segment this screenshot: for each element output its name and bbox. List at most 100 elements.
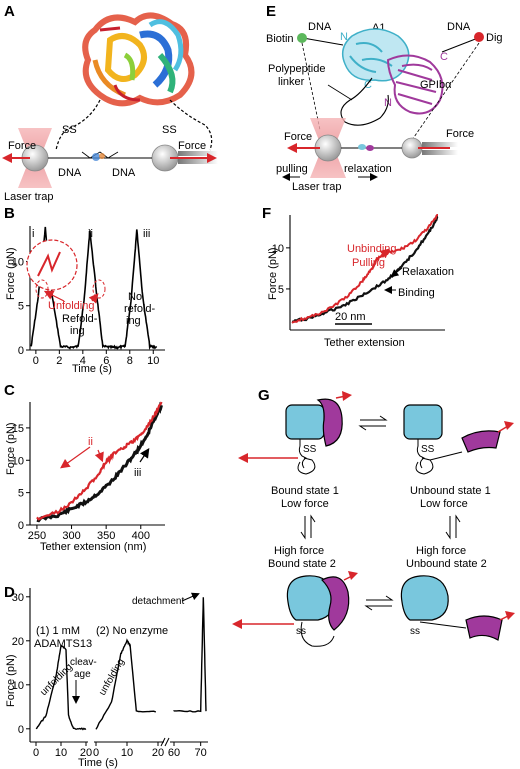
relaxation-label-e: relaxation [344,163,392,175]
condition-2-label: (2) No enzyme [96,625,168,637]
pulling-label: pulling [276,163,308,175]
equilibrium-arrow-top [358,415,388,431]
panel-f-xlabel: Tether extension [324,337,405,349]
detachment-label: detachment [132,596,184,607]
unfolding-zoom-trace [37,251,61,277]
force-label-right: Force [178,140,206,152]
ss-bond-g3: ss [296,626,306,637]
panel-c-label-iii: iii [134,467,141,479]
panel-c-label-ii: ii [88,436,93,448]
biotin-bead [297,33,307,43]
bound-state-2-diagram [232,571,358,647]
dig-bead [474,32,484,42]
b-ytick-label: 10 [12,256,24,268]
bound-state-1-line-1: Bound state 1 [271,485,339,497]
panel-f-trace-relaxation [291,215,439,323]
refolding-label-1: Refold- [62,313,98,325]
ss-bond-left: SS [62,124,77,136]
panel-b-axes: 0 5 10 0 2 4 6 8 10 [12,256,160,367]
d-xtick-label: 20 [152,747,164,759]
panel-c-xlabel: Tether extension (nm) [40,541,146,553]
biotin-label: Biotin [266,33,294,45]
d-xtick-label: 10 [55,747,67,759]
c-xtick-label: 400 [132,530,150,542]
panel-f-ylabel: Force (pN) [267,247,279,300]
panel-d-trace-enzyme [35,645,87,731]
panel-c-axes: 0 5 10 15 250 300 350 400 [12,423,150,542]
unbound-state-1-line-1: Unbound state 1 [410,485,491,497]
linker-label-1: Polypeptide [268,63,326,75]
linker-label-2: linker [278,76,305,88]
unbound-state-2-line-2: Unbound state 2 [406,558,487,570]
c-xtick-label: 250 [28,530,46,542]
force-label-left-e: Force [284,131,312,143]
f-ytick-label: 10 [272,243,284,255]
gpib-c-terminus: C [440,51,448,63]
d-xtick-label: 60 [168,747,180,759]
bound-state-2-line-2: Bound state 2 [268,558,336,570]
panel-c-trace-black [36,401,163,523]
equilibrium-arrow-bottom [364,595,394,611]
panel-f-trace-pulling [291,214,438,324]
panel-b: B 0 5 10 0 2 4 6 8 10 Force (pN) Time (s) i ii i… [4,205,165,375]
a1-gpib-complex [341,28,444,115]
panel-g: G SS SS Bound state 1 Low force Unbo [232,387,515,647]
unfolding-zoom-circle [26,239,78,291]
panel-d-xlabel: Time (s) [78,757,118,769]
b-ytick-label: 5 [18,301,24,313]
b-xtick-label: 2 [56,355,62,367]
panel-c-trace-red [36,401,163,521]
b-xtick-label: 10 [147,355,159,367]
scale-bar-label: 20 nm [335,311,366,323]
no-refolding-label-1: No [128,291,142,303]
dig-label: Dig [486,32,503,44]
c-ytick-label: 0 [18,520,24,532]
laser-trap-label: Laser trap [4,191,54,203]
force-label-right-e: Force [446,128,474,140]
unbound-state-1-diagram [403,404,514,475]
laser-trap-label-e: Laser trap [292,181,342,193]
panel-f: F 510 Force (pN) Tether extension 20 nm … [262,205,454,349]
d-xtick-label: 10 [121,747,133,759]
no-refolding-label-3: ing [126,315,141,327]
dna-label-right: DNA [112,167,136,179]
unbinding-label: Unbinding [347,243,397,255]
no-refolding-label-2: refold- [124,303,156,315]
b-ytick-label: 0 [18,345,24,357]
ss-bond-g1: SS [303,444,317,455]
panel-b-xlabel: Time (s) [72,363,112,375]
cleavage-label-1: cleav- [70,657,97,668]
panel-f-axes: 5 10 [272,243,290,296]
d-xtick-label: 70 [195,747,207,759]
condition-1-line-2: ADAMTS13 [34,638,92,650]
panel-e: E A1 N C N C DNA DNA Biotin Dig Polypept… [266,3,503,193]
d-ytick-label: 0 [18,724,24,736]
panel-c-letter: C [4,382,15,399]
f-ytick-label: 5 [278,284,284,296]
d-xtick-label: 0 [93,747,99,759]
a1-c-terminus: C [364,79,372,91]
panel-d-letter: D [4,584,15,601]
panel-c: C 0 5 10 15 250 300 350 400 Force (pN) Tether e… [4,382,165,553]
peak-label-iii: iii [143,228,150,240]
panel-b-ylabel: Force (pN) [5,247,17,300]
ss-bond-g2: SS [421,444,435,455]
d-xtick-label: 0 [33,747,39,759]
gpib-label: GPIbα [420,79,452,91]
d-ytick-label: 10 [12,680,24,692]
c-ytick-label: 5 [18,488,24,500]
c-ytick-label: 15 [12,423,24,435]
panel-a-letter: A [4,3,15,20]
dna-label-right-e: DNA [447,21,471,33]
ss-bond-right: SS [162,124,177,136]
d-ytick-label: 30 [12,592,24,604]
b-xtick-label: 0 [33,355,39,367]
panel-e-letter: E [266,3,276,20]
equilibrium-arrow-right [445,514,461,540]
c-xtick-label: 300 [62,530,80,542]
a1-domain-structure [82,12,195,107]
peak-label-ii: ii [88,228,93,240]
panel-d-trace-no-enzyme [95,597,207,730]
